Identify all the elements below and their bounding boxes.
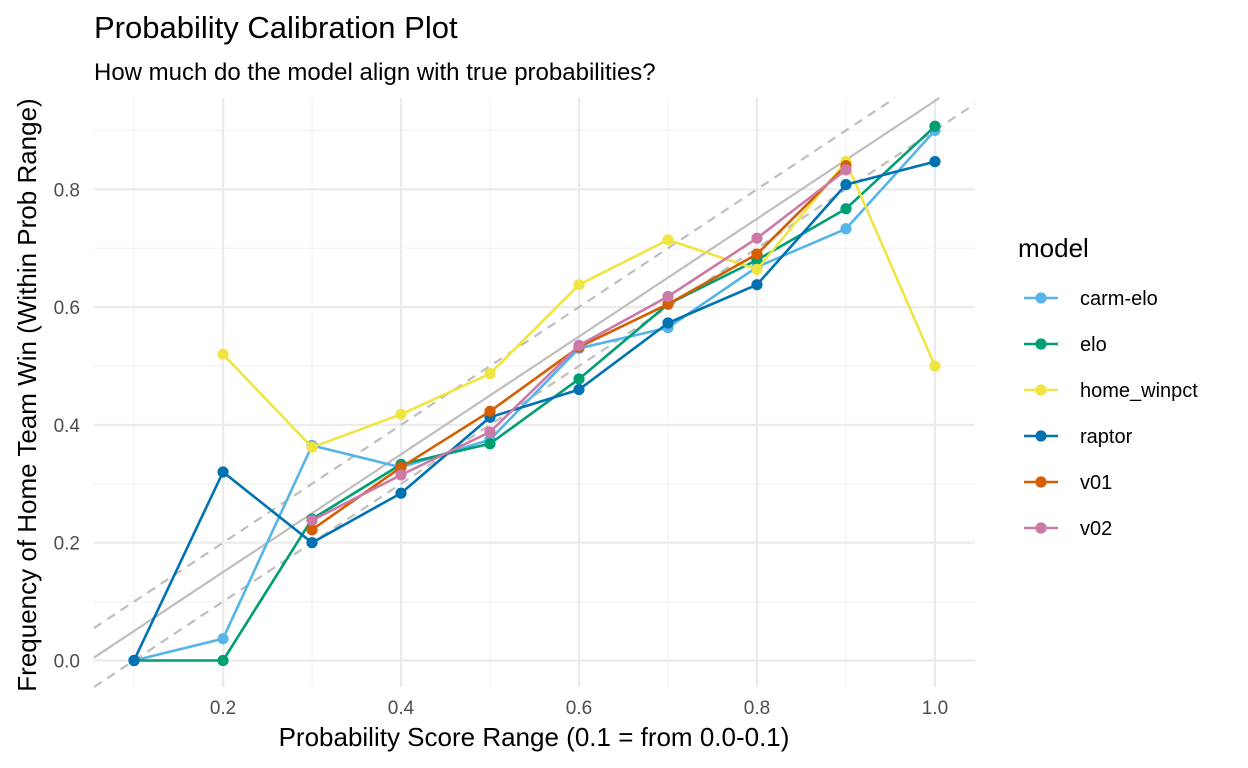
series-carm-elo bbox=[128, 124, 941, 667]
data-point-v01 bbox=[662, 298, 674, 310]
reference-line-dashed bbox=[93, 97, 896, 630]
data-point-v02 bbox=[840, 164, 852, 176]
data-point-v02 bbox=[573, 339, 585, 351]
data-point-v01 bbox=[751, 248, 763, 260]
legend-key-point bbox=[1035, 430, 1047, 442]
reference-line-identity bbox=[93, 97, 941, 659]
data-point-raptor bbox=[929, 156, 941, 168]
data-point-home_winpct bbox=[306, 441, 318, 453]
data-point-v01 bbox=[306, 524, 318, 536]
legend-key-point bbox=[1035, 476, 1047, 488]
data-point-v02 bbox=[751, 232, 763, 244]
data-point-home_winpct bbox=[395, 408, 407, 420]
chart-title: Probability Calibration Plot bbox=[94, 10, 458, 45]
data-point-carm-elo bbox=[217, 633, 229, 645]
data-point-v02 bbox=[306, 514, 318, 526]
x-axis-ticks: 0.2 0.4 0.6 0.8 1.0 bbox=[210, 698, 948, 719]
data-point-elo bbox=[573, 373, 585, 385]
legend-item-home_winpct: home_winpct bbox=[1024, 380, 1198, 402]
data-point-raptor bbox=[573, 383, 585, 396]
legend-key-point bbox=[1035, 522, 1047, 534]
y-tick-label: 0.2 bbox=[54, 534, 80, 555]
legend-label: v02 bbox=[1080, 518, 1112, 540]
data-point-home_winpct bbox=[929, 360, 941, 372]
series-line-carm-elo bbox=[133, 129, 936, 662]
y-tick-label: 0.0 bbox=[54, 651, 80, 672]
data-point-raptor bbox=[840, 178, 852, 191]
data-point-home_winpct bbox=[217, 348, 229, 360]
legend-label: v01 bbox=[1080, 472, 1112, 494]
y-axis-title: Frequency of Home Team Win (Within Prob … bbox=[12, 98, 42, 691]
data-point-v01 bbox=[484, 405, 496, 417]
legend-item-carm-elo: carm-elo bbox=[1024, 288, 1158, 310]
legend-item-raptor: raptor bbox=[1024, 426, 1133, 448]
data-point-v02 bbox=[662, 290, 674, 303]
series-layer bbox=[128, 120, 941, 667]
data-point-elo bbox=[840, 203, 852, 215]
chart-subtitle: How much do the model align with true pr… bbox=[94, 59, 656, 86]
legend-item-v01: v01 bbox=[1024, 472, 1112, 494]
legend-label: elo bbox=[1080, 334, 1107, 356]
series-v02 bbox=[306, 164, 852, 526]
series-home_winpct bbox=[217, 156, 941, 453]
data-point-raptor bbox=[662, 317, 674, 329]
legend-item-elo: elo bbox=[1024, 334, 1107, 356]
data-point-raptor bbox=[395, 487, 407, 499]
data-point-elo bbox=[929, 120, 941, 132]
data-point-v02 bbox=[395, 469, 407, 481]
x-tick-label: 0.8 bbox=[744, 698, 770, 719]
data-point-carm-elo bbox=[840, 223, 852, 235]
legend-key-point bbox=[1035, 384, 1047, 396]
legend-key-point bbox=[1035, 338, 1047, 350]
data-point-v01 bbox=[395, 461, 407, 473]
y-tick-label: 0.4 bbox=[54, 416, 81, 437]
y-tick-label: 0.6 bbox=[54, 298, 80, 319]
x-tick-label: 1.0 bbox=[922, 698, 948, 719]
legend-item-v02: v02 bbox=[1024, 518, 1112, 540]
legend-label: home_winpct bbox=[1080, 380, 1198, 402]
data-point-elo bbox=[484, 438, 496, 450]
legend-label: raptor bbox=[1080, 426, 1133, 448]
data-point-raptor bbox=[751, 279, 763, 291]
legend-key-point bbox=[1035, 292, 1047, 304]
x-tick-label: 0.6 bbox=[566, 698, 592, 719]
data-point-home_winpct bbox=[751, 263, 763, 275]
data-point-home_winpct bbox=[484, 368, 496, 380]
legend-label: carm-elo bbox=[1080, 288, 1158, 310]
series-line-raptor bbox=[132, 160, 936, 662]
data-point-elo bbox=[217, 654, 229, 667]
x-tick-label: 0.2 bbox=[210, 698, 236, 719]
x-tick-label: 0.4 bbox=[388, 698, 415, 719]
data-point-home_winpct bbox=[662, 234, 674, 246]
data-point-home_winpct bbox=[573, 279, 585, 291]
x-axis-title: Probability Score Range (0.1 = from 0.0-… bbox=[279, 722, 790, 752]
data-point-raptor bbox=[128, 654, 140, 667]
legend-title: model bbox=[1018, 233, 1089, 263]
series-raptor bbox=[128, 156, 941, 667]
data-point-raptor bbox=[217, 466, 229, 478]
y-axis-ticks: 0.0 0.2 0.4 0.6 0.8 bbox=[54, 180, 81, 672]
data-point-v02 bbox=[484, 426, 496, 438]
data-point-raptor bbox=[306, 537, 318, 549]
y-tick-label: 0.8 bbox=[54, 180, 80, 201]
